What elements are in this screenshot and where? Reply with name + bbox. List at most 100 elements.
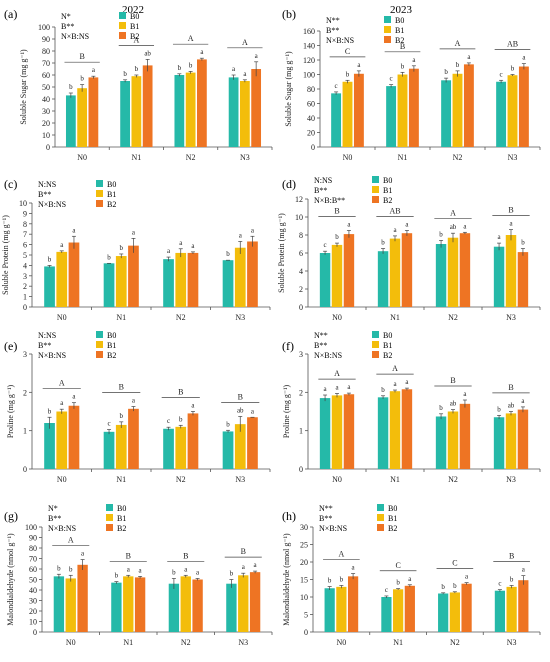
legend-label: B1 xyxy=(107,341,116,350)
y-tick-label: 3 xyxy=(23,350,27,359)
y-tick-label: 8 xyxy=(23,220,27,229)
bar-B0 xyxy=(44,423,55,469)
bar-B1 xyxy=(342,81,353,147)
significance-letter: a xyxy=(498,233,502,241)
y-tick-label: 0 xyxy=(299,303,303,312)
y-tick-label: 70 xyxy=(29,555,37,564)
group-letter: A xyxy=(455,39,461,48)
bar-B1 xyxy=(505,413,517,469)
legend-label: B1 xyxy=(388,514,397,523)
legend-swatch-B1 xyxy=(96,341,103,348)
significance-letter: b xyxy=(226,250,230,258)
significance-letter: b xyxy=(521,239,525,247)
bar-B2 xyxy=(463,64,474,147)
chart-panel-1: (a) 2022 0 10 20 30 40 50 60 70 80 90 100 Soluble Sug… xyxy=(4,4,273,162)
significance-letter: a xyxy=(191,402,195,410)
legend-label: B1 xyxy=(383,341,392,350)
bar-B1 xyxy=(175,426,187,469)
y-tick-label: 15 xyxy=(300,576,308,585)
significance-letter: a xyxy=(255,52,259,60)
panel-label: (d) xyxy=(282,177,296,191)
bar-B1 xyxy=(331,244,343,307)
y-tick-label: 12 xyxy=(295,195,303,204)
effect-text: N×B:NS xyxy=(61,32,89,41)
group-letter: A xyxy=(68,536,74,545)
chart-panel-3: (c) 01 23 456 78 910 Soluble Protein (mg g⁻¹) N… xyxy=(1,177,271,322)
legend-label: B1 xyxy=(395,26,404,35)
significance-letter: a xyxy=(408,575,412,583)
bar-B1 xyxy=(336,586,347,632)
legend-label: B2 xyxy=(383,351,392,360)
x-tick-label: N0 xyxy=(332,475,342,484)
bar-B0 xyxy=(381,597,392,632)
bar-B0 xyxy=(222,260,234,307)
x-tick-label: N2 xyxy=(448,475,458,484)
x-tick-label: N1 xyxy=(131,153,141,162)
bar-B2 xyxy=(343,394,355,469)
bar-B1 xyxy=(180,576,191,632)
significance-letter: b xyxy=(178,64,182,72)
significance-letter: a xyxy=(347,221,351,229)
significance-letter: c xyxy=(390,75,393,83)
legend-label: B1 xyxy=(117,514,126,523)
group-letter: B xyxy=(119,383,124,392)
y-tick-label: 120 xyxy=(303,56,315,65)
bar-B2 xyxy=(68,405,80,469)
y-tick-label: 70 xyxy=(42,59,50,68)
significance-letter: b xyxy=(48,255,52,263)
significance-letter: a xyxy=(72,393,76,401)
y-tick-label: 40 xyxy=(307,114,315,123)
bar-B0 xyxy=(226,583,237,632)
legend-swatch-B1 xyxy=(372,186,379,193)
bar-B1 xyxy=(56,411,68,469)
y-tick-label: 60 xyxy=(307,100,315,109)
legend-swatch-B2 xyxy=(96,351,103,358)
group-letter: AB xyxy=(507,40,518,49)
group-letter: C xyxy=(345,47,350,56)
bar-B2 xyxy=(518,580,529,632)
bar-B2 xyxy=(408,68,419,147)
bar-B0 xyxy=(120,81,130,147)
bar-B2 xyxy=(459,403,471,469)
bar-B2 xyxy=(517,409,529,469)
y-tick-label: 10 xyxy=(295,213,303,222)
x-tick-label: N1 xyxy=(116,313,126,322)
group-letter: B xyxy=(400,42,405,51)
y-axis-label: Soluble Sugar (mg g⁻¹) xyxy=(284,51,293,127)
legend-label: B0 xyxy=(395,16,404,25)
y-tick-label: 2 xyxy=(23,282,27,291)
x-tick-label: N3 xyxy=(508,153,518,162)
x-tick-label: N1 xyxy=(390,313,400,322)
y-axis-label: Malondialdehyde (nmol g⁻¹) xyxy=(282,533,291,626)
y-tick-label: 3 xyxy=(299,350,303,359)
bar-B1 xyxy=(447,237,459,307)
y-tick-label: 20 xyxy=(307,129,315,138)
bar-B1 xyxy=(452,73,463,147)
y-tick-label: 1 xyxy=(299,427,303,436)
bar-B2 xyxy=(247,241,258,307)
significance-letter: b xyxy=(189,61,193,69)
legend-swatch-B0 xyxy=(372,176,379,183)
y-tick-label: 5 xyxy=(23,251,27,260)
significance-letter: b xyxy=(335,233,339,241)
legend-swatch-B0 xyxy=(96,180,103,187)
legend-swatch-B2 xyxy=(372,351,379,358)
significance-letter: a xyxy=(352,564,356,572)
bar-B1 xyxy=(123,576,134,632)
effect-text: B** xyxy=(314,341,327,350)
legend-label: B0 xyxy=(107,331,116,340)
significance-letter: b xyxy=(439,404,443,412)
significance-letter: b xyxy=(135,65,139,73)
significance-letter: b xyxy=(381,239,385,247)
chart-panel-2: (b) 2023 0 20 40 60 80 100 120 140 160 Soluble Suga… xyxy=(282,4,541,162)
bar-B1 xyxy=(131,76,142,147)
x-tick-label: N0 xyxy=(77,153,87,162)
y-tick-label: 1 xyxy=(23,427,27,436)
significance-letter: a xyxy=(132,397,136,405)
bar-B0 xyxy=(168,583,180,632)
effect-text: B** xyxy=(314,186,327,195)
legend-label: B2 xyxy=(130,32,139,41)
effect-text: N:NS xyxy=(38,180,56,189)
significance-letter: a xyxy=(243,70,247,78)
